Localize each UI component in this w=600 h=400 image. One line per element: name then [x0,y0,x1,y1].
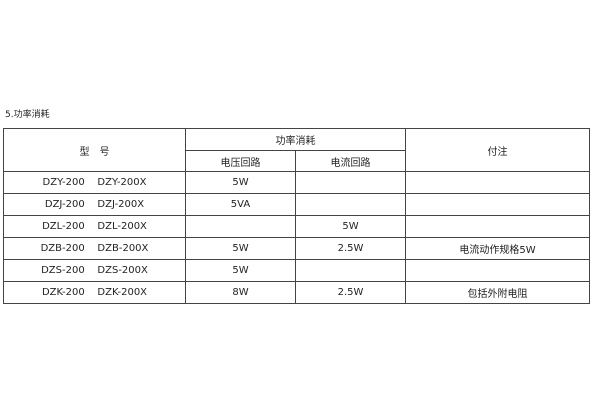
cell-voltage: 8W [185,281,296,304]
cell-note [405,215,590,238]
cell-voltage: 5W [185,171,296,194]
table-row: DZB-200 DZB-200X 5W 2.5W 电流动作规格5W [3,237,590,260]
header-current-circuit: 电流回路 [295,150,406,172]
cell-model: DZK-200 DZK-200X [3,281,186,304]
cell-current: 2.5W [295,281,406,304]
cell-note [405,171,590,194]
cell-note [405,259,590,282]
cell-current: 5W [295,215,406,238]
cell-voltage: 5W [185,237,296,260]
cell-model: DZL-200 DZL-200X [3,215,186,238]
cell-current [295,193,406,216]
subheader-row: 电压回路 电流回路 [4,150,590,172]
cell-model: DZJ-200 DZJ-200X [3,193,186,216]
header-model: 型 号 [3,128,186,172]
cell-current: 2.5W [295,237,406,260]
table-row: DZL-200 DZL-200X 5W [3,215,590,238]
cell-note [405,193,590,216]
cell-model: DZY-200 DZY-200X [3,171,186,194]
power-consumption-table: 型 号 功率消耗 付注 电压回路 电流回路 DZY-200 DZY-200X 5W… [3,128,590,304]
cell-voltage [185,215,296,238]
header-power: 功率消耗 [185,128,406,151]
cell-voltage: 5W [185,259,296,282]
cell-current [295,171,406,194]
cell-note: 电流动作规格5W [405,237,590,260]
table-row: DZK-200 DZK-200X 8W 2.5W 包括外附电阻 [3,281,590,304]
cell-model: DZB-200 DZB-200X [3,237,186,260]
table-row: DZJ-200 DZJ-200X 5VA [3,193,590,216]
header-row: 型 号 功率消耗 付注 [3,128,590,172]
cell-note: 包括外附电阻 [405,281,590,304]
cell-voltage: 5VA [185,193,296,216]
table-row: DZY-200 DZY-200X 5W [3,171,590,194]
section-title: 5.功率消耗 [5,110,50,120]
header-notes: 付注 [405,128,590,172]
cell-current [295,259,406,282]
table-row: DZS-200 DZS-200X 5W [3,259,590,282]
cell-model: DZS-200 DZS-200X [3,259,186,282]
header-voltage-circuit: 电压回路 [185,150,296,172]
